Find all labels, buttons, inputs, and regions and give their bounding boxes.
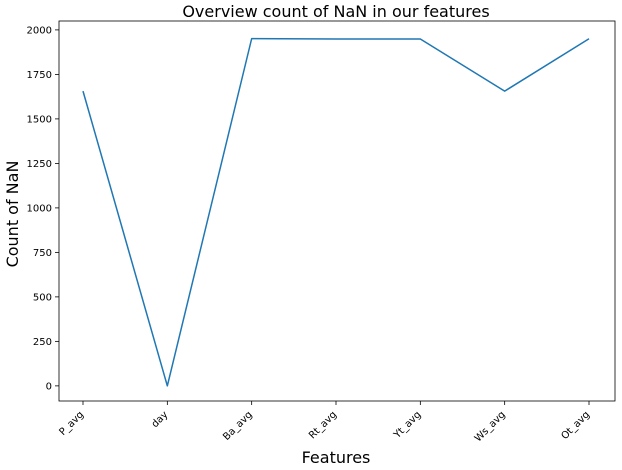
y-tick-label: 2000 xyxy=(27,25,52,36)
plot-area xyxy=(58,20,616,402)
x-tick-label: Ws_avg xyxy=(473,409,508,444)
x-tick-label: P_avg xyxy=(58,409,87,438)
y-tick-label: 1250 xyxy=(27,159,52,170)
x-tick-label: day xyxy=(150,409,171,430)
y-tick-label: 500 xyxy=(33,292,52,303)
y-tick-label: 250 xyxy=(33,337,52,348)
x-tick-label: Ot_avg xyxy=(559,409,592,442)
y-tick-label: 750 xyxy=(33,248,52,259)
x-tick-label: Rt_avg xyxy=(307,409,339,441)
y-tick-label: 0 xyxy=(46,381,52,392)
chart-title: Overview count of NaN in our features xyxy=(182,2,489,21)
y-tick-label: 1500 xyxy=(27,114,52,125)
y-axis-label: Count of NaN xyxy=(3,161,22,268)
x-axis-label: Features xyxy=(302,448,371,467)
x-tick-label: Ba_avg xyxy=(221,409,255,443)
y-tick-label: 1750 xyxy=(27,70,52,81)
y-tick-label: 1000 xyxy=(27,203,52,214)
x-tick-label: Yt_avg xyxy=(391,409,423,441)
series-line xyxy=(82,37,590,387)
